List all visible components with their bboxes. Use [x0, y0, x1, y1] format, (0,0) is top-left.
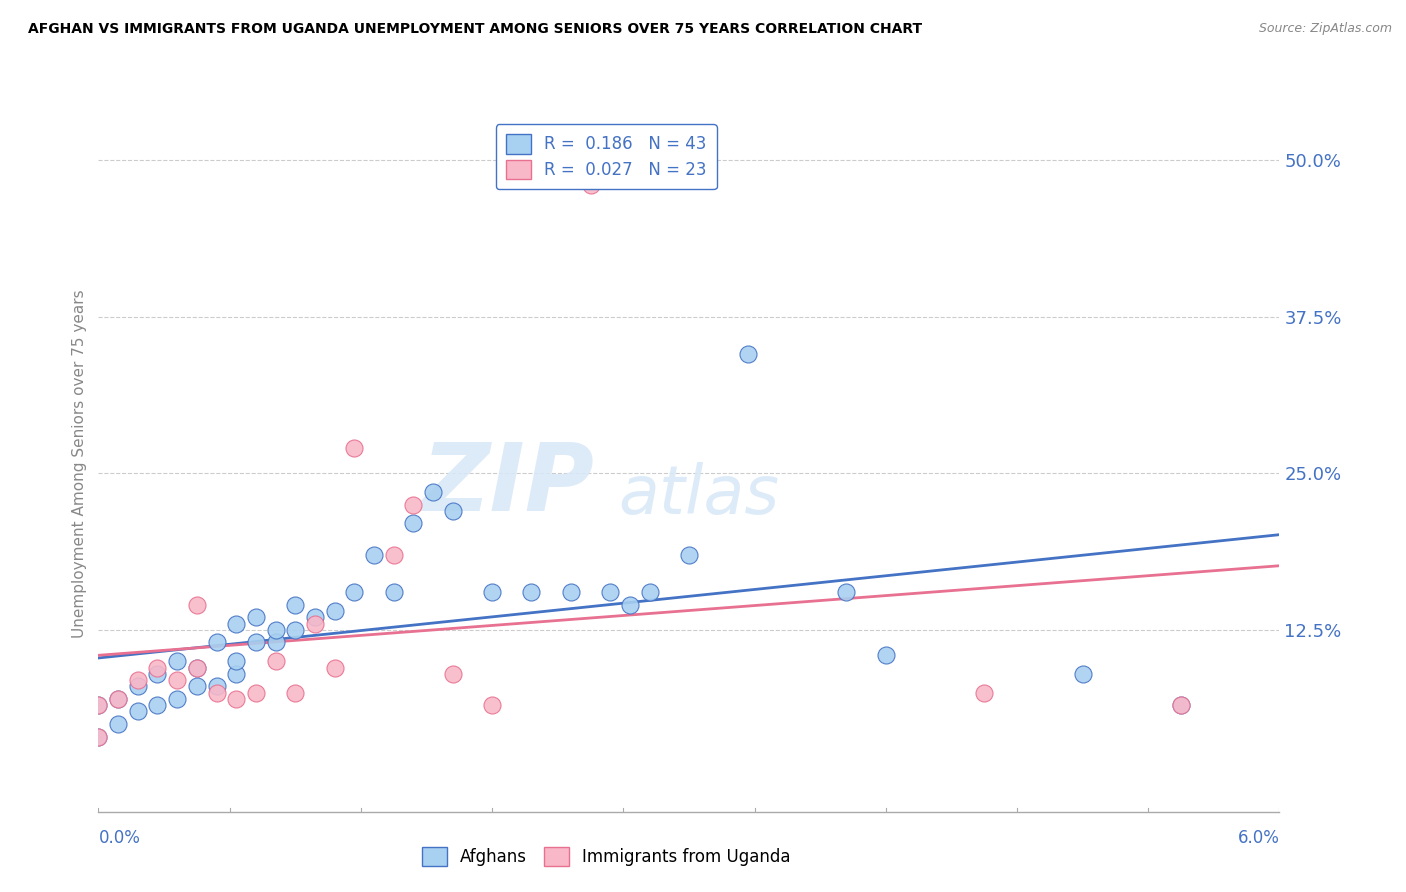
Point	[166, 692, 188, 706]
Point	[166, 673, 188, 687]
Point	[146, 666, 169, 681]
Point	[264, 654, 287, 668]
Point	[481, 698, 503, 713]
Text: ZIP: ZIP	[422, 439, 595, 531]
Point	[402, 516, 425, 531]
Point	[304, 616, 326, 631]
Point	[422, 485, 444, 500]
Point	[205, 679, 228, 693]
Point	[245, 610, 267, 624]
Point	[225, 666, 247, 681]
Point	[87, 730, 110, 744]
Point	[560, 585, 582, 599]
Point	[225, 692, 247, 706]
Point	[264, 635, 287, 649]
Point	[835, 585, 858, 599]
Point	[87, 698, 110, 713]
Point	[127, 705, 149, 719]
Point	[127, 679, 149, 693]
Text: 6.0%: 6.0%	[1237, 829, 1279, 847]
Point	[323, 604, 346, 618]
Point	[638, 585, 661, 599]
Text: 0.0%: 0.0%	[98, 829, 141, 847]
Point	[382, 585, 405, 599]
Text: AFGHAN VS IMMIGRANTS FROM UGANDA UNEMPLOYMENT AMONG SENIORS OVER 75 YEARS CORREL: AFGHAN VS IMMIGRANTS FROM UGANDA UNEMPLO…	[28, 22, 922, 37]
Point	[166, 654, 188, 668]
Point	[678, 548, 700, 562]
Point	[382, 548, 405, 562]
Point	[186, 660, 208, 674]
Point	[1170, 698, 1192, 713]
Point	[146, 660, 169, 674]
Point	[323, 660, 346, 674]
Point	[973, 685, 995, 699]
Point	[87, 698, 110, 713]
Point	[441, 666, 464, 681]
Point	[481, 585, 503, 599]
Point	[737, 347, 759, 361]
Point	[875, 648, 897, 662]
Point	[599, 585, 621, 599]
Point	[264, 623, 287, 637]
Point	[363, 548, 385, 562]
Point	[284, 685, 307, 699]
Point	[186, 660, 208, 674]
Point	[225, 654, 247, 668]
Point	[1170, 698, 1192, 713]
Point	[107, 692, 129, 706]
Point	[304, 610, 326, 624]
Point	[127, 673, 149, 687]
Point	[579, 178, 602, 192]
Point	[205, 685, 228, 699]
Point	[146, 698, 169, 713]
Point	[402, 498, 425, 512]
Point	[284, 623, 307, 637]
Point	[107, 717, 129, 731]
Point	[186, 598, 208, 612]
Point	[441, 504, 464, 518]
Point	[186, 679, 208, 693]
Text: atlas: atlas	[619, 462, 779, 528]
Point	[245, 635, 267, 649]
Point	[343, 441, 366, 455]
Text: Source: ZipAtlas.com: Source: ZipAtlas.com	[1258, 22, 1392, 36]
Y-axis label: Unemployment Among Seniors over 75 years: Unemployment Among Seniors over 75 years	[72, 290, 87, 638]
Point	[619, 598, 641, 612]
Point	[284, 598, 307, 612]
Point	[205, 635, 228, 649]
Point	[245, 685, 267, 699]
Point	[343, 585, 366, 599]
Point	[520, 585, 543, 599]
Point	[87, 730, 110, 744]
Point	[225, 616, 247, 631]
Legend: Afghans, Immigrants from Uganda: Afghans, Immigrants from Uganda	[415, 840, 797, 873]
Point	[107, 692, 129, 706]
Point	[1071, 666, 1094, 681]
